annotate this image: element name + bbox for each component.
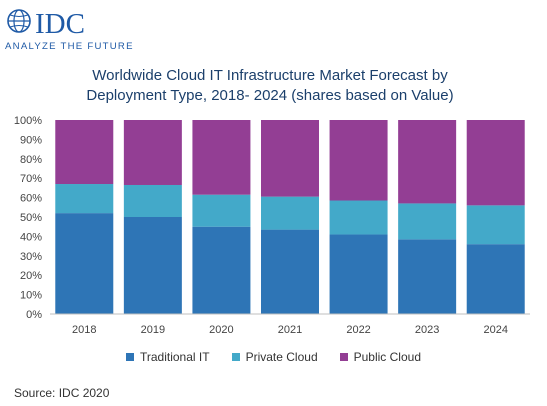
- x-tick-label: 2019: [141, 324, 165, 336]
- bar-segment: [192, 194, 251, 227]
- legend-label: Public Cloud: [353, 350, 421, 364]
- legend-swatch: [339, 353, 348, 361]
- bar-segment: [466, 120, 525, 206]
- bar-segment: [466, 244, 525, 314]
- bar-segment: [329, 120, 388, 201]
- logo-wordmark: IDC: [35, 8, 85, 40]
- legend-item: Traditional IT: [125, 350, 210, 364]
- bar-segment: [466, 205, 525, 245]
- legend-label: Traditional IT: [139, 350, 210, 364]
- y-tick-label: 80%: [20, 154, 42, 166]
- y-tick-label: 10%: [20, 290, 42, 302]
- x-tick-label: 2023: [415, 324, 439, 336]
- x-tick-label: 2021: [278, 324, 302, 336]
- bar-segment: [192, 226, 251, 314]
- globe-icon: [7, 9, 31, 33]
- bar-segment: [123, 120, 182, 185]
- y-tick-label: 100%: [14, 115, 42, 127]
- y-tick-label: 50%: [20, 212, 42, 224]
- bar-segment: [192, 120, 251, 195]
- bar-segment: [329, 200, 388, 235]
- bar-segment: [398, 120, 457, 204]
- legend-item: Private Cloud: [231, 350, 318, 364]
- x-tick-label: 2022: [346, 324, 370, 336]
- bar-segment: [261, 196, 319, 230]
- chart-legend: Traditional IT Private Cloud Public Cloud: [0, 350, 547, 364]
- logo-tagline: ANALYZE THE FUTURE: [5, 41, 134, 52]
- legend-item: Public Cloud: [339, 350, 421, 364]
- y-tick-label: 60%: [20, 193, 42, 205]
- legend-label: Private Cloud: [245, 350, 318, 364]
- legend-swatch: [231, 353, 240, 361]
- bar-segment: [123, 217, 182, 314]
- bar-segment: [261, 120, 319, 197]
- bar-segment: [261, 229, 319, 314]
- bar-segment: [55, 120, 114, 185]
- source-note: Source: IDC 2020: [14, 386, 110, 400]
- y-tick-label: 0%: [26, 309, 42, 321]
- x-tick-label: 2024: [483, 324, 507, 336]
- bar-segment: [329, 234, 388, 314]
- bar-segment: [123, 184, 182, 217]
- idc-logo: IDC ANALYZE THE FUTURE: [5, 8, 134, 52]
- bar-segment: [398, 239, 457, 314]
- bar-segment: [55, 213, 114, 314]
- y-tick-label: 70%: [20, 173, 42, 185]
- y-tick-label: 40%: [20, 231, 42, 243]
- legend-swatch: [125, 353, 134, 361]
- y-tick-label: 20%: [20, 270, 42, 282]
- bar-segment: [398, 203, 457, 240]
- y-tick-label: 30%: [20, 251, 42, 263]
- chart-title-line-1: Worldwide Cloud IT Infrastructure Market…: [92, 67, 448, 84]
- y-tick-label: 90%: [20, 134, 42, 146]
- x-tick-label: 2018: [72, 324, 96, 336]
- chart-title-line-2: Deployment Type, 2018- 2024 (shares base…: [86, 87, 454, 104]
- bar-segment: [55, 184, 114, 214]
- x-tick-label: 2020: [209, 324, 233, 336]
